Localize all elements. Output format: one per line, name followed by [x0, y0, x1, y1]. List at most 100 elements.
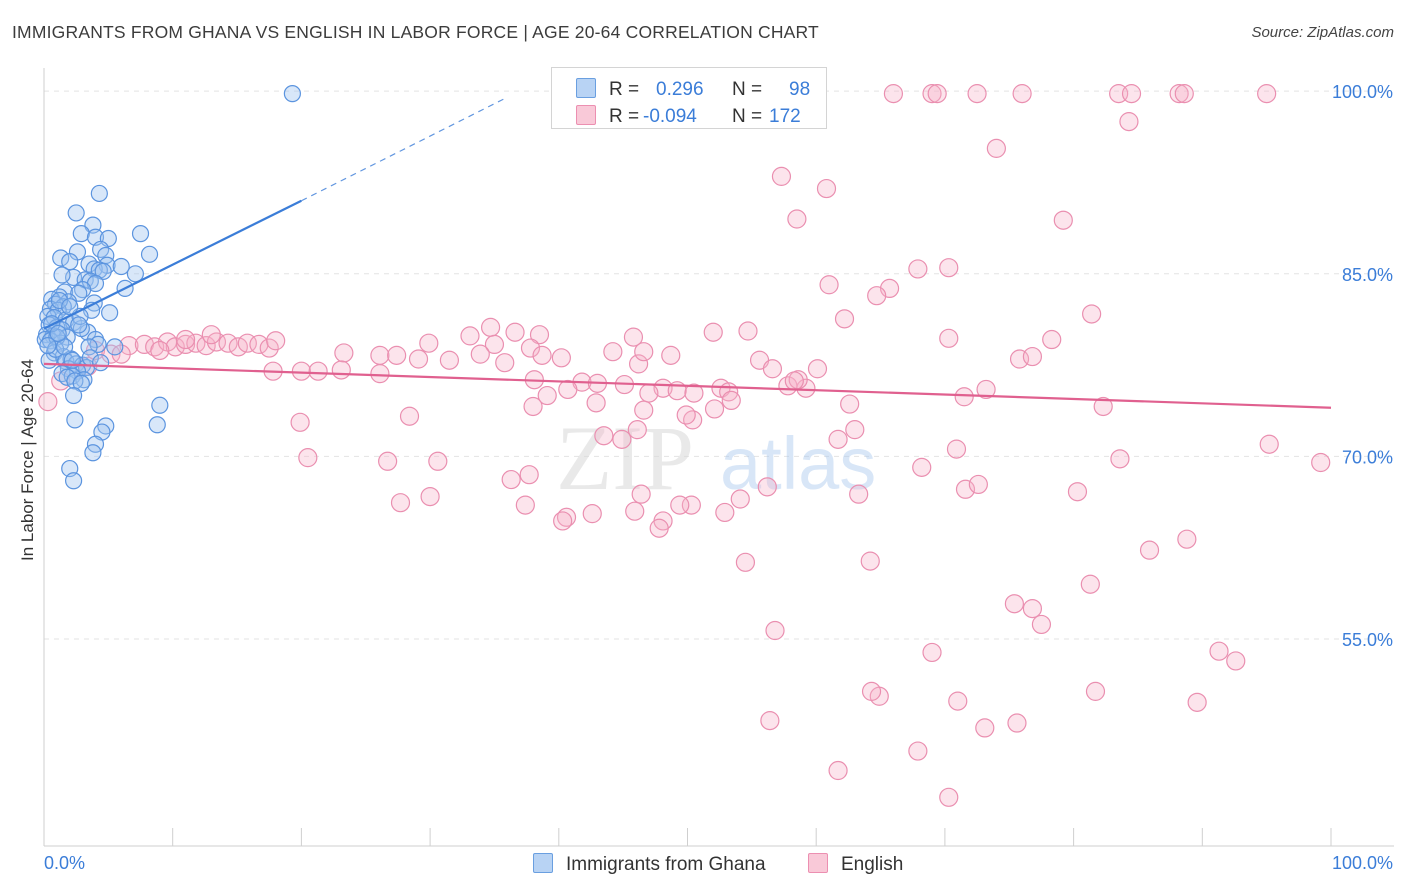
ghana-trend-line — [43, 199, 302, 330]
gridlines — [44, 90, 1394, 640]
english-point — [1042, 329, 1062, 350]
legend-n-label: N = — [732, 106, 763, 127]
english-point — [334, 343, 354, 363]
english-point — [807, 359, 828, 379]
chart-title: IMMIGRANTS FROM GHANA VS ENGLISH IN LABO… — [12, 22, 819, 42]
english-point — [308, 361, 328, 381]
english-point — [558, 379, 578, 400]
english-point — [532, 345, 552, 365]
x-axis-ticks — [43, 828, 1332, 846]
english-point — [631, 484, 651, 504]
english-point — [845, 420, 865, 440]
ghana-point — [92, 354, 110, 372]
english-point — [1259, 434, 1279, 454]
watermark-zip: ZIP — [556, 407, 694, 509]
english-point — [715, 502, 735, 523]
english-point — [551, 348, 571, 368]
ghana-point — [66, 411, 84, 429]
english-point — [501, 469, 521, 490]
english-point — [939, 328, 959, 348]
legend-n-value: 172 — [769, 106, 801, 127]
english-point — [428, 451, 448, 471]
english-point — [480, 317, 501, 337]
legend-n-value: 98 — [789, 79, 811, 100]
english-point — [684, 383, 704, 403]
english-point — [370, 345, 390, 365]
y-axis-title: In Labor Force | Age 20-64 — [18, 359, 37, 561]
english-point — [661, 345, 681, 365]
english-point — [582, 504, 602, 524]
english-point — [681, 495, 701, 515]
english-point — [553, 511, 573, 531]
english-point — [639, 383, 659, 403]
english-trend-line — [43, 362, 1332, 409]
y-axis-tick-labels: 100.0% 85.0% 70.0% 55.0% — [1332, 82, 1393, 650]
english-point — [612, 429, 632, 449]
axes — [43, 68, 1394, 847]
english-point — [603, 342, 623, 362]
english-point — [955, 479, 976, 499]
english-point — [291, 361, 311, 381]
english-point — [1012, 84, 1032, 104]
ghana-point — [65, 472, 83, 490]
trend-lines — [43, 96, 1332, 409]
bottom-legend-swatch-english — [808, 853, 828, 873]
watermark: ZIP atlas — [556, 407, 876, 509]
english-point — [1004, 594, 1024, 614]
english-point — [946, 439, 967, 459]
ghana-point — [50, 291, 69, 310]
ghana-point — [39, 337, 57, 355]
legend-r-label: R = — [609, 79, 640, 100]
english-point — [771, 166, 792, 186]
ghana-point — [101, 304, 119, 322]
english-point — [762, 359, 783, 379]
ghana-point — [61, 253, 79, 271]
english-point — [408, 349, 429, 369]
english-point — [515, 495, 535, 515]
english-point — [867, 286, 887, 306]
english-point — [1177, 529, 1197, 549]
ghana-point — [131, 225, 150, 243]
english-point — [968, 474, 988, 495]
english-point — [730, 489, 750, 509]
english-point — [861, 681, 882, 701]
english-point — [760, 711, 780, 731]
english-point — [787, 209, 807, 229]
ghana-point — [112, 257, 130, 276]
english-point — [704, 399, 725, 419]
english-point — [175, 334, 196, 355]
english-point — [390, 493, 411, 513]
english-point — [735, 552, 756, 572]
ghana-point — [53, 266, 71, 284]
english-point — [370, 364, 390, 384]
english-point — [586, 393, 606, 413]
english-point — [828, 760, 848, 781]
ghana-point — [72, 374, 90, 392]
english-point — [1257, 84, 1277, 104]
english-point — [738, 321, 758, 341]
legend-r-value: -0.094 — [643, 106, 697, 127]
english-point — [1139, 540, 1160, 560]
english-point — [1067, 482, 1088, 502]
english-point — [975, 718, 995, 738]
english-point — [883, 84, 904, 104]
english-point — [259, 338, 279, 358]
english-point — [927, 84, 947, 104]
english-point — [986, 138, 1006, 158]
english-point — [331, 360, 351, 380]
english-point — [784, 371, 804, 391]
english-point — [378, 451, 398, 471]
english-point — [1085, 681, 1106, 701]
english-point — [912, 457, 932, 477]
english-point — [523, 396, 543, 417]
ghana-point — [65, 386, 83, 405]
english-point — [266, 331, 286, 351]
ghana-point — [84, 444, 102, 462]
english-point — [625, 501, 645, 521]
legend-row-english: R = -0.094 N = 172 — [552, 101, 826, 128]
english-point — [721, 390, 741, 411]
english-point — [1119, 112, 1139, 132]
english-point — [628, 354, 649, 374]
ghana-point — [148, 416, 166, 434]
english-point — [201, 325, 221, 345]
